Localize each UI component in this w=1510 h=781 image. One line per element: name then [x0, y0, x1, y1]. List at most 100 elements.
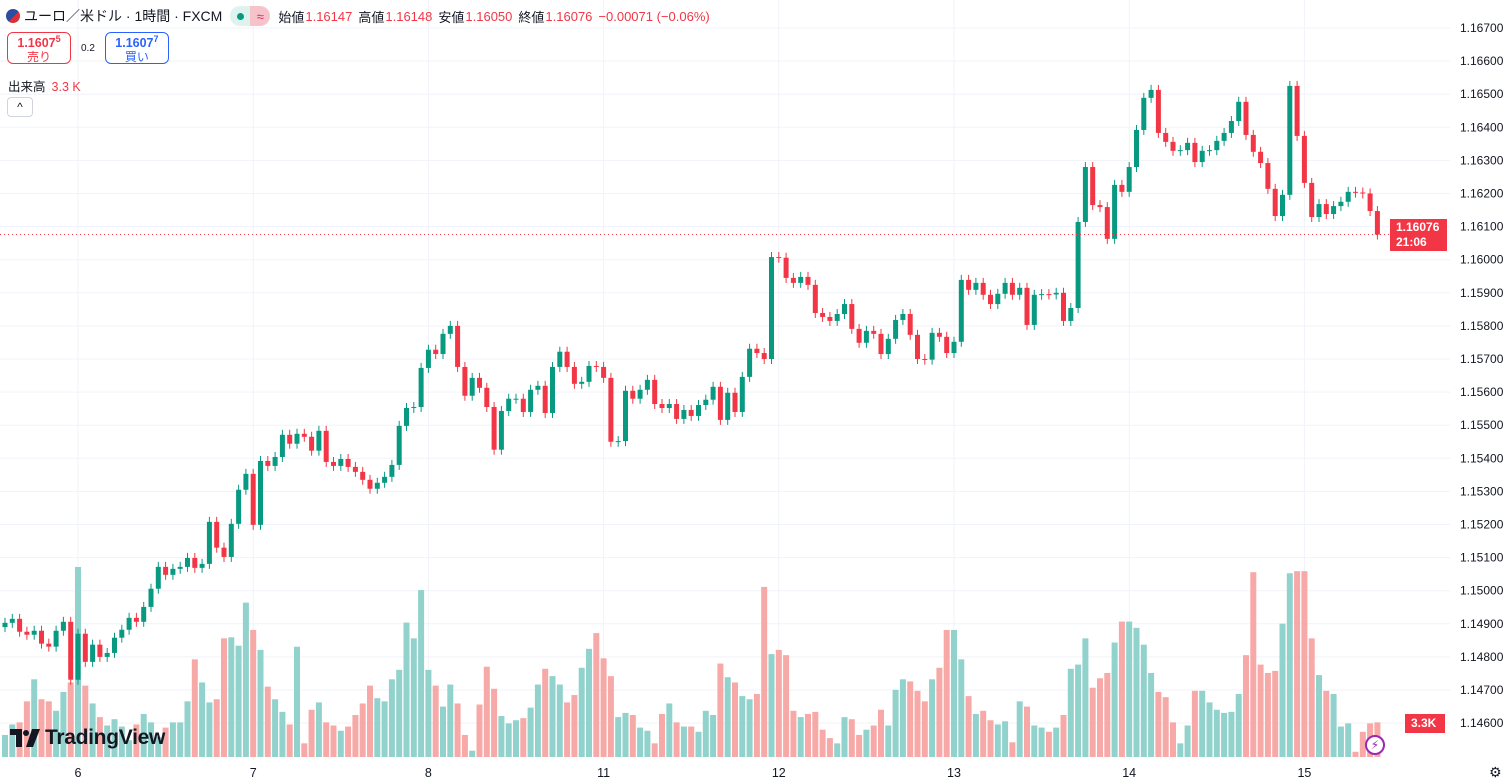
- volume-bar: [1089, 687, 1096, 757]
- candle-body: [323, 430, 329, 462]
- volume-bar: [958, 659, 965, 757]
- settings-icon[interactable]: ⚙: [1489, 764, 1502, 780]
- candle-body: [258, 460, 263, 525]
- volume-bar: [1162, 697, 1169, 757]
- volume-bar: [381, 701, 388, 757]
- candle-body: [871, 330, 877, 334]
- symbol-title[interactable]: ユーロ／米ドル · 1時間 · FXCM: [24, 8, 223, 24]
- volume-bar: [9, 724, 16, 757]
- candle-body: [170, 568, 176, 575]
- candle-body: [1199, 150, 1205, 163]
- volume-bar: [1345, 723, 1352, 757]
- candle-body: [382, 476, 388, 483]
- volume-bar: [848, 719, 855, 757]
- volume-label: 出来高: [8, 80, 46, 94]
- volume-legend[interactable]: 出来高 3.3 K: [8, 76, 81, 95]
- candle-body: [374, 482, 380, 489]
- candle-body: [827, 316, 833, 321]
- time-tick-label: 13: [947, 766, 961, 780]
- price-change: −0.00071 (−0.06%): [598, 8, 710, 24]
- bar-countdown: 21:06: [1396, 235, 1427, 249]
- candle-body: [389, 464, 395, 477]
- sell-button[interactable]: 1.16075 売り: [7, 32, 71, 64]
- candle-body: [674, 404, 680, 419]
- candle-body: [1134, 129, 1139, 168]
- time-axis[interactable]: 6 7 8 11 12 13 14 15: [75, 766, 1312, 780]
- volume-bar: [936, 667, 943, 757]
- candle-body: [747, 348, 753, 377]
- candlesticks: [2, 80, 1380, 685]
- candle-body: [1163, 132, 1169, 142]
- candle-body: [608, 377, 614, 442]
- candle-body: [1068, 308, 1074, 321]
- volume-bar: [1279, 623, 1286, 757]
- collapse-legend-button[interactable]: ^: [7, 97, 33, 117]
- volume-bar: [476, 704, 483, 757]
- candle-body: [1258, 151, 1264, 164]
- volume-bar: [1024, 706, 1030, 757]
- candle-body: [601, 366, 607, 378]
- volume-bar: [695, 731, 702, 757]
- volume-bar: [1038, 727, 1045, 757]
- price-axis[interactable]: 1.16700 1.16600 1.16500 1.16400 1.16300 1.162…: [1460, 21, 1504, 730]
- volume-bar: [600, 658, 607, 757]
- volume-bar: [126, 740, 133, 757]
- lightning-icon[interactable]: ⚡: [1365, 735, 1385, 755]
- volume-bar: [1264, 673, 1271, 757]
- time-tick-label: 11: [597, 766, 610, 780]
- volume-bar: [994, 724, 1001, 757]
- volume-bar: [637, 727, 644, 757]
- volume-bar: [1082, 638, 1089, 757]
- candle-body: [1185, 142, 1191, 151]
- candle-body: [856, 328, 862, 343]
- candle-body: [637, 389, 643, 399]
- candle-body: [199, 563, 205, 568]
- price-tick-label: 1.16700: [1460, 21, 1504, 35]
- candle-body: [1024, 287, 1030, 325]
- candle-body: [1061, 292, 1066, 321]
- candle-body: [1338, 201, 1344, 207]
- volume-bar: [89, 703, 96, 757]
- tradingview-logo[interactable]: TradingView: [10, 726, 165, 750]
- volume-bar: [213, 699, 220, 757]
- volume-bar: [1155, 691, 1162, 757]
- volume-bar: [1177, 743, 1184, 757]
- candle-body: [418, 367, 424, 407]
- candle-body: [652, 379, 658, 405]
- volume-bar: [352, 715, 359, 757]
- volume-bar: [96, 717, 103, 757]
- volume-bar: [1191, 690, 1198, 757]
- volume-bar: [440, 706, 446, 757]
- candle-body: [185, 557, 190, 567]
- volume-bar: [907, 681, 914, 757]
- candle-body: [1053, 292, 1059, 295]
- volume-bar: [746, 699, 753, 757]
- buy-button[interactable]: 1.16077 買い: [104, 32, 169, 64]
- volume-bar: [673, 722, 680, 757]
- volume-bar: [680, 726, 687, 757]
- price-tick-label: 1.16400: [1460, 120, 1504, 134]
- candle-body: [126, 617, 132, 630]
- volume-bar: [308, 709, 315, 757]
- volume-bar: [286, 724, 293, 757]
- candle-body: [776, 257, 782, 259]
- volume-bar: [724, 677, 731, 757]
- volume-bar: [1323, 690, 1330, 757]
- volume-bar: [315, 702, 322, 757]
- candle-body: [1002, 282, 1008, 294]
- candle-body: [666, 404, 672, 408]
- candle-body: [630, 390, 636, 399]
- candle-body: [732, 392, 738, 412]
- volume-bar: [38, 699, 45, 757]
- volume-bar: [1235, 694, 1242, 757]
- market-status[interactable]: ≈: [230, 6, 271, 26]
- candle-body: [75, 633, 81, 680]
- volume-bar: [987, 720, 994, 757]
- candle-body: [623, 390, 628, 442]
- candle-body: [550, 366, 555, 413]
- candle-body: [236, 489, 242, 524]
- volume-bar: [206, 702, 213, 757]
- volume-bar: [929, 679, 936, 757]
- candle-body: [119, 629, 125, 638]
